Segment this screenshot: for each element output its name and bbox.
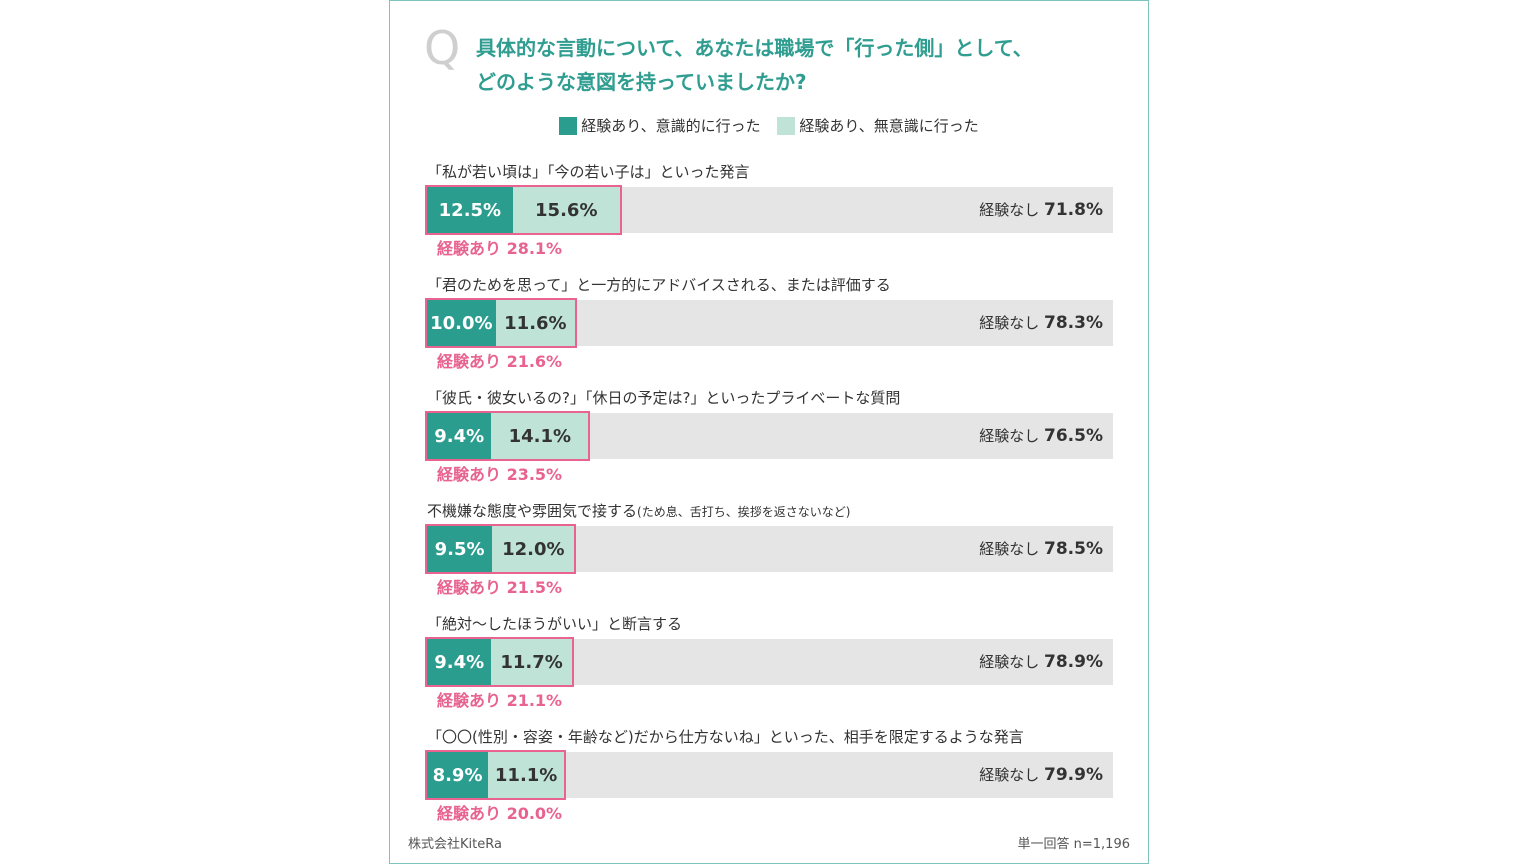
bar-segment-conscious: 9.4% (427, 413, 492, 459)
no-experience-prefix: 経験なし (979, 201, 1045, 219)
category-label-text: 「絶対〜したほうがいい」と断言する (427, 615, 683, 633)
question-mark-icon: Q (424, 21, 461, 75)
bar-segment-unconscious: 11.6% (495, 300, 576, 346)
chart-legend: 経験あり、意識的に行った 経験あり、無意識に行った (390, 115, 1148, 139)
no-experience-prefix: 経験なし (979, 653, 1045, 671)
experience-total-label: 経験あり 20.0% (437, 804, 563, 823)
bar-segment-conscious: 12.5% (427, 187, 513, 233)
experience-highlight-outline (425, 185, 622, 235)
no-experience-prefix: 経験なし (979, 427, 1045, 445)
no-experience-value: 78.9% (1044, 652, 1103, 672)
category-label: 「〇〇(性別・容姿・年齢など)だから仕方ないね」といった、相手を限定するような発… (427, 726, 1024, 747)
source-credit: 株式会社KiteRa (408, 837, 502, 852)
survey-card: Q 具体的な言動について、あなたは職場で「行った側」として、 どのような意図を持… (389, 0, 1149, 864)
bar-segment-conscious: 9.5% (427, 526, 493, 572)
chart-item: 「私が若い頃は」「今の若い子は」といった発言 12.5% 15.6% 経験なし 71.… (425, 156, 1113, 269)
no-experience-prefix: 経験なし (979, 540, 1045, 558)
no-experience-value: 76.5% (1044, 426, 1103, 446)
category-label-text: 「〇〇(性別・容姿・年齢など)だから仕方ないね」といった、相手を限定するような発… (427, 728, 1024, 746)
experience-total-label: 経験あり 21.6% (437, 352, 563, 371)
no-experience-prefix: 経験なし (979, 766, 1045, 784)
no-experience-value: 79.9% (1044, 765, 1103, 785)
stacked-bar-chart: 「私が若い頃は」「今の若い子は」といった発言 12.5% 15.6% 経験なし 71.… (425, 156, 1113, 834)
chart-item: 「絶対〜したほうがいい」と断言する 9.4% 11.7% 経験なし 78.9% 経験あり… (425, 608, 1113, 721)
question-line-1: 具体的な言動について、あなたは職場で「行った側」として、 (476, 36, 1033, 60)
legend-swatch-unconscious (777, 116, 796, 135)
experience-highlight-outline (425, 524, 577, 574)
no-experience-label: 経験なし 78.5% (979, 526, 1103, 572)
bar-segment-conscious: 9.4% (427, 639, 492, 685)
category-label: 「彼氏・彼女いるの?」「休日の予定は?」といったプライベートな質問 (427, 387, 900, 408)
experience-total-label: 経験あり 28.1% (437, 239, 563, 258)
bar-segment-conscious: 10.0% (427, 300, 496, 346)
bar-track-none: 10.0% 11.6% 経験なし 78.3% (425, 298, 1113, 348)
chart-item: 「〇〇(性別・容姿・年齢など)だから仕方ないね」といった、相手を限定するような発… (425, 721, 1113, 834)
bar-track-none: 12.5% 15.6% 経験なし 71.8% (425, 185, 1113, 235)
legend-swatch-conscious (559, 116, 578, 135)
category-label-text: 「君のためを思って」と一方的にアドバイスされる、または評価する (427, 276, 891, 294)
no-experience-label: 経験なし 71.8% (979, 187, 1103, 233)
no-experience-label: 経験なし 76.5% (979, 413, 1103, 459)
no-experience-label: 経験なし 78.3% (979, 300, 1103, 346)
category-label: 「私が若い頃は」「今の若い子は」といった発言 (427, 161, 750, 182)
experience-highlight-outline (425, 637, 574, 687)
question-title: 具体的な言動について、あなたは職場で「行った側」として、 どのような意図を持って… (476, 31, 1126, 99)
chart-item: 「彼氏・彼女いるの?」「休日の予定は?」といったプライベートな質問 9.4% 14.… (425, 382, 1113, 495)
experience-highlight-outline (425, 750, 567, 800)
question-line-2: どのような意図を持っていましたか? (476, 70, 807, 94)
bar-segment-unconscious: 14.1% (491, 413, 589, 459)
experience-total-label: 経験あり 21.1% (437, 691, 563, 710)
no-experience-value: 71.8% (1044, 200, 1103, 220)
sample-note: 単一回答 n=1,196 (1017, 837, 1130, 852)
legend-item-unconscious: 経験あり、無意識に行った (777, 115, 979, 136)
experience-total-label: 経験あり 21.5% (437, 578, 563, 597)
chart-item: 「君のためを思って」と一方的にアドバイスされる、または評価する 10.0% 11.6… (425, 269, 1113, 382)
bar-segment-unconscious: 11.7% (491, 639, 572, 685)
legend-label-conscious: 経験あり、意識的に行った (581, 117, 761, 135)
category-label: 不機嫌な態度や雰囲気で接する(ため息、舌打ち、挨拶を返さないなど) (427, 500, 850, 521)
legend-item-conscious: 経験あり、意識的に行った (559, 115, 761, 136)
bar-segment-unconscious: 11.1% (488, 752, 565, 798)
bar-track-none: 9.4% 11.7% 経験なし 78.9% (425, 637, 1113, 687)
bar-track-none: 8.9% 11.1% 経験なし 79.9% (425, 750, 1113, 800)
legend-label-unconscious: 経験あり、無意識に行った (799, 117, 979, 135)
category-label: 「君のためを思って」と一方的にアドバイスされる、または評価する (427, 274, 891, 295)
category-label-text: 「私が若い頃は」「今の若い子は」といった発言 (427, 163, 750, 181)
bar-track-none: 9.5% 12.0% 経験なし 78.5% (425, 524, 1113, 574)
category-label-text: 「彼氏・彼女いるの?」「休日の予定は?」といったプライベートな質問 (427, 389, 901, 407)
experience-highlight-outline (425, 298, 578, 348)
category-label-note: (ため息、舌打ち、挨拶を返さないなど) (637, 505, 851, 519)
no-experience-prefix: 経験なし (979, 314, 1045, 332)
bar-track-none: 9.4% 14.1% 経験なし 76.5% (425, 411, 1113, 461)
no-experience-value: 78.3% (1044, 313, 1103, 333)
bar-segment-unconscious: 12.0% (492, 526, 575, 572)
no-experience-label: 経験なし 78.9% (979, 639, 1103, 685)
category-label: 「絶対〜したほうがいい」と断言する (427, 613, 682, 634)
no-experience-value: 78.5% (1044, 539, 1103, 559)
bar-segment-conscious: 8.9% (427, 752, 489, 798)
chart-item: 不機嫌な態度や雰囲気で接する(ため息、舌打ち、挨拶を返さないなど) 9.5% 12.… (425, 495, 1113, 608)
experience-total-label: 経験あり 23.5% (437, 465, 563, 484)
no-experience-label: 経験なし 79.9% (979, 752, 1103, 798)
category-label-text: 不機嫌な態度や雰囲気で接する (427, 502, 638, 520)
bar-segment-unconscious: 15.6% (512, 187, 620, 233)
experience-highlight-outline (425, 411, 591, 461)
